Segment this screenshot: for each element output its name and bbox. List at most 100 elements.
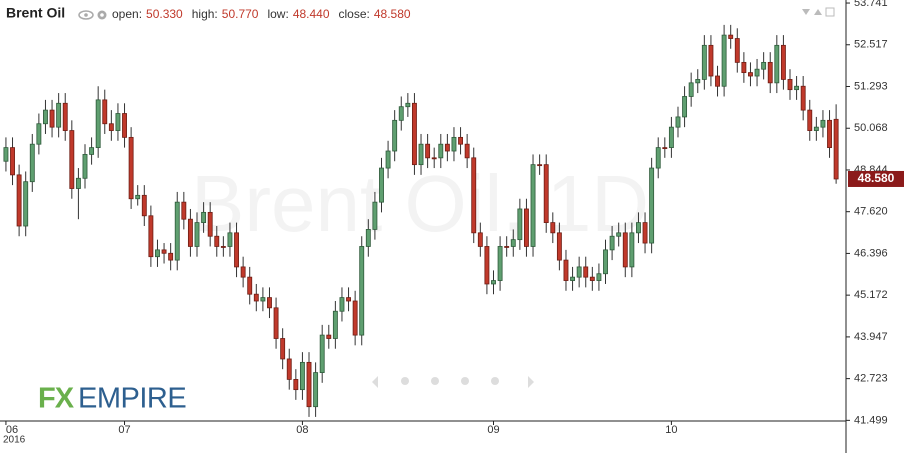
candle-body — [280, 338, 286, 360]
candle-body — [748, 72, 753, 77]
candle-body — [510, 239, 516, 247]
candle-body — [155, 249, 160, 258]
candle-body — [800, 85, 806, 111]
candle-body — [530, 164, 536, 247]
candle-body — [477, 232, 483, 247]
y-tick-label: 50.068 — [854, 122, 888, 134]
candle-body — [787, 79, 793, 91]
candle-body — [425, 143, 431, 159]
candle-body — [813, 126, 819, 131]
candle-body — [616, 232, 622, 237]
y-tick-label: 45.172 — [854, 289, 888, 301]
stat-label: close: — [339, 7, 370, 21]
header-icons — [78, 10, 107, 20]
candle-body — [207, 211, 213, 237]
stat-value: 48.580 — [374, 7, 411, 21]
candle-body — [267, 297, 272, 309]
candle-body — [675, 116, 681, 128]
y-tick-label: 42.723 — [854, 373, 888, 385]
zoom-controls — [372, 376, 534, 388]
candle-body — [16, 174, 22, 227]
candle-body — [451, 136, 457, 152]
candle-body — [767, 61, 773, 84]
candle-body — [299, 361, 305, 391]
candle-body — [543, 164, 549, 224]
candle-body — [589, 276, 595, 281]
candle-body — [524, 208, 529, 247]
candle-body — [411, 102, 417, 166]
candle-body — [668, 126, 674, 149]
candle-body — [708, 44, 714, 77]
candle-body — [293, 379, 299, 391]
candle-body — [326, 334, 332, 339]
candle-body — [734, 38, 740, 63]
x-tick-label: 07 — [118, 424, 130, 436]
price-tag-label: 48.580 — [858, 171, 895, 185]
candle-body — [201, 211, 207, 224]
candle-body — [10, 147, 15, 176]
candle-body — [636, 222, 641, 234]
candle-body — [497, 246, 503, 281]
candle-body — [444, 143, 450, 152]
candle-body — [23, 181, 29, 227]
candle-body — [214, 235, 220, 247]
stat-label: open: — [112, 7, 142, 21]
candle-body — [227, 232, 233, 247]
stat-label: high: — [192, 7, 218, 21]
candle-body — [122, 113, 127, 138]
candle-body — [491, 280, 496, 285]
candle-body — [174, 201, 180, 261]
candle-body — [721, 34, 727, 87]
candle-body — [504, 246, 510, 248]
candle-body — [629, 232, 635, 268]
candle-body — [365, 229, 371, 247]
candle-body — [682, 96, 688, 118]
candle-body — [517, 208, 523, 241]
watermark: Brent Oil, 1D — [191, 159, 649, 248]
logo-fx: FX — [38, 383, 75, 415]
candle-body — [622, 232, 628, 268]
candle-body — [715, 75, 720, 87]
candle-body — [187, 218, 193, 247]
candle-body — [583, 266, 589, 278]
candle-body — [741, 61, 747, 74]
candle-body — [181, 201, 187, 220]
candle-body — [695, 79, 701, 84]
candle-body — [56, 102, 62, 128]
candle-body — [576, 266, 582, 278]
y-tick-label: 41.499 — [854, 414, 888, 426]
y-tick-label: 53.741 — [854, 0, 888, 9]
stat-value: 50.770 — [222, 7, 259, 21]
candle-body — [75, 177, 81, 189]
stat-label: low: — [267, 7, 288, 21]
price-tag — [848, 170, 904, 187]
candle-body — [728, 34, 734, 39]
logo-empire: EMPIRE — [78, 383, 186, 415]
candle-body — [220, 246, 226, 248]
x-tick-label: 09 — [487, 424, 499, 436]
candle-body — [596, 273, 602, 281]
candle-body — [161, 249, 167, 254]
candle-body — [49, 109, 55, 128]
candle-body — [352, 300, 358, 336]
candle-body — [794, 85, 800, 91]
candle-body — [484, 246, 490, 285]
candle-body — [168, 252, 174, 261]
candle-body — [3, 147, 9, 162]
candle-body — [431, 157, 437, 160]
candle-body — [372, 201, 378, 230]
candle-body — [662, 147, 668, 150]
candle-body — [780, 44, 786, 80]
x-tick-label: 06 — [6, 424, 18, 436]
candle-body — [108, 123, 114, 131]
x-tick-label: 08 — [296, 424, 308, 436]
stat-value: 50.330 — [146, 7, 183, 21]
candle-body — [313, 372, 319, 408]
candle-body — [385, 150, 391, 169]
candle-body — [29, 143, 35, 183]
candle-body — [807, 109, 813, 131]
candle-body — [62, 102, 68, 131]
candle-body — [339, 297, 345, 312]
candle-body — [827, 119, 832, 149]
candle-body — [234, 232, 239, 268]
